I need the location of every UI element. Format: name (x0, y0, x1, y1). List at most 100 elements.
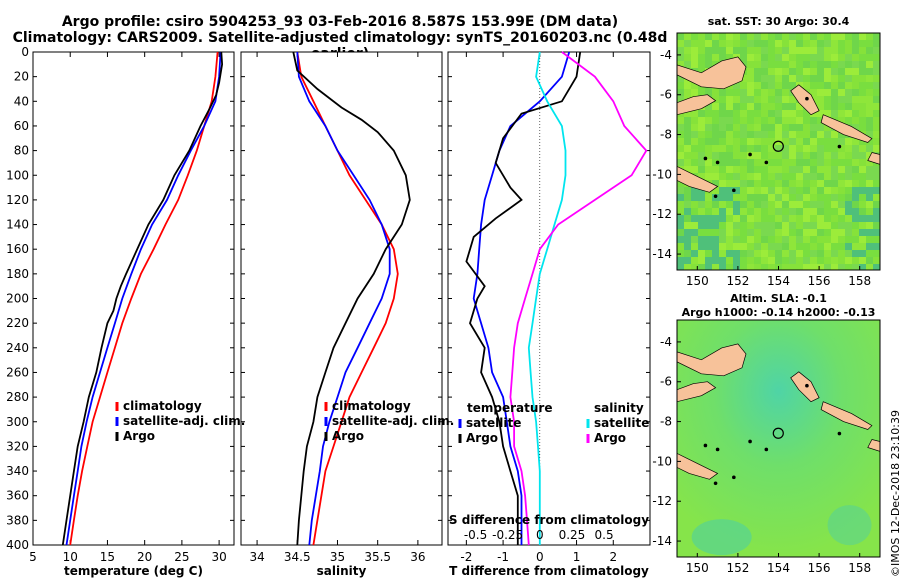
sst-cell (684, 131, 691, 138)
sst-cell (782, 117, 789, 124)
sst-cell (831, 187, 838, 194)
sst-cell (838, 110, 845, 117)
sst-cell (852, 145, 859, 152)
sst-cell (733, 89, 740, 96)
sst-cell (789, 236, 796, 243)
sst-cell (810, 173, 817, 180)
sst-cell (852, 187, 859, 194)
sst-cell (754, 75, 761, 82)
sst-cell (866, 222, 873, 229)
difference-xtick-label: 2 (609, 550, 617, 564)
sst-cell (782, 166, 789, 173)
island-marker (713, 481, 718, 486)
sst-cell (824, 82, 831, 89)
sst-cell (768, 131, 775, 138)
sst-cell (733, 250, 740, 257)
sst-cell (782, 208, 789, 215)
sst-cell (796, 54, 803, 61)
sst-cell (838, 187, 845, 194)
temperature-legend-label: Argo (123, 429, 155, 443)
sst-cell (824, 166, 831, 173)
sst-cell (691, 124, 698, 131)
sst-cell (712, 40, 719, 47)
sst-cell (740, 222, 747, 229)
salinity-panel: 34 34.5 35 35.5 36 salinity (240, 51, 443, 578)
sst-cell (761, 208, 768, 215)
sst-cell (810, 187, 817, 194)
sst-cell (719, 250, 726, 257)
sst-cell (838, 208, 845, 215)
legend-temperature-title: temperature (467, 401, 552, 415)
sst-cell (691, 110, 698, 117)
sst-cell (712, 124, 719, 131)
sst-cell (775, 33, 782, 40)
sst-cell (831, 250, 838, 257)
sst-cell (719, 96, 726, 103)
sst-cell (852, 138, 859, 145)
sst-cell (733, 82, 740, 89)
sst-cell (852, 103, 859, 110)
sst-cell (677, 159, 684, 166)
sst-cell (761, 89, 768, 96)
sst-cell (852, 54, 859, 61)
sst-cell (831, 166, 838, 173)
sst-cell (726, 89, 733, 96)
sla-ytick-label: -10 (652, 454, 672, 468)
sst-cell (796, 61, 803, 68)
sst-cell (824, 68, 831, 75)
sst-cell (789, 110, 796, 117)
sst-cell (803, 250, 810, 257)
sst-cell (859, 103, 866, 110)
sst-cell (796, 159, 803, 166)
sst-cell (810, 166, 817, 173)
sst-cell (845, 229, 852, 236)
sst-cell (803, 124, 810, 131)
sst-cell (845, 54, 852, 61)
sst-cell (747, 47, 754, 54)
sst-cell (691, 145, 698, 152)
sst-cell (789, 250, 796, 257)
sst-cell (761, 250, 768, 257)
sst-cell (873, 131, 880, 138)
sla-ytick-label: -4 (660, 335, 672, 349)
sst-cell (754, 138, 761, 145)
sst-cell (824, 222, 831, 229)
legend-t-label: Argo (466, 431, 498, 445)
sst-cell (705, 103, 712, 110)
sst-cell (768, 75, 775, 82)
sst-cell (768, 180, 775, 187)
sst-cell (698, 54, 705, 61)
sst-cell (761, 180, 768, 187)
sst-cell (691, 89, 698, 96)
temperature-panel: 5 10 15 20 25 3002040608010012014016018020022… (6, 45, 235, 578)
sst-cell (747, 131, 754, 138)
sst-cell (761, 173, 768, 180)
sst-cell (810, 75, 817, 82)
sst-cell (803, 40, 810, 47)
sst-cell (712, 152, 719, 159)
sst-cell (852, 215, 859, 222)
sst-cell (817, 89, 824, 96)
sst-cell (824, 61, 831, 68)
sst-cell (677, 75, 684, 82)
sst-cell (677, 82, 684, 89)
sst-cell (810, 40, 817, 47)
island-marker (764, 160, 769, 165)
sst-cell (747, 82, 754, 89)
sst-cell (859, 68, 866, 75)
sst-cell (810, 243, 817, 250)
sst-cell (684, 194, 691, 201)
sst-cell (866, 250, 873, 257)
sst-cell (698, 208, 705, 215)
sst-cell (740, 124, 747, 131)
sst-cell (698, 152, 705, 159)
sst-cell (754, 159, 761, 166)
sst-cell (677, 33, 684, 40)
sst-cell (866, 40, 873, 47)
sst-cell (691, 117, 698, 124)
sst-cell (768, 236, 775, 243)
sst-cell (866, 89, 873, 96)
sst-cell (719, 187, 726, 194)
sst-cell (768, 194, 775, 201)
sst-cell (768, 229, 775, 236)
